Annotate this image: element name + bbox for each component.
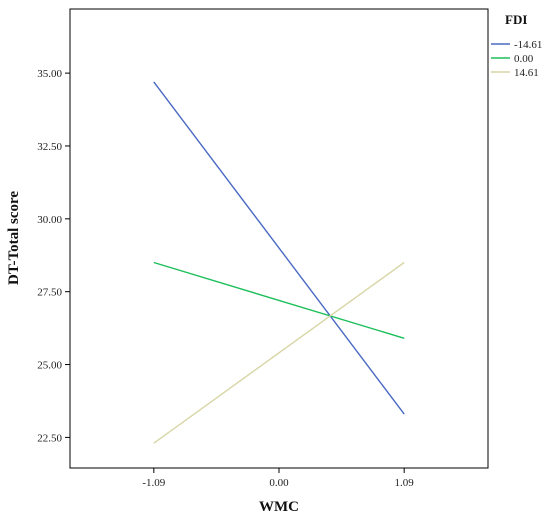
series-line-0 <box>153 81 405 415</box>
legend: FDI -14.61 0.00 14.61 <box>491 12 542 79</box>
x-axis: -1.09 0.00 1.09 <box>142 468 414 489</box>
x-tick-label: 1.09 <box>395 477 415 489</box>
y-axis-title: DT-Total score <box>6 191 22 285</box>
x-tick-label: -1.09 <box>142 477 165 489</box>
series-lines <box>153 81 405 444</box>
legend-entry-label: -14.61 <box>514 39 542 51</box>
series-line-2 <box>153 261 405 444</box>
y-tick-label: 32.50 <box>37 141 62 153</box>
y-tick-label: 35.00 <box>37 68 62 80</box>
series-line-1 <box>153 261 405 339</box>
y-tick-label: 30.00 <box>37 214 62 226</box>
y-axis: 22.50 25.00 27.50 30.00 32.50 35.00 <box>37 68 70 444</box>
y-tick-label: 27.50 <box>37 287 62 299</box>
x-tick-label: 0.00 <box>269 477 289 489</box>
legend-entry-label: 14.61 <box>514 67 539 79</box>
legend-entry-label: 0.00 <box>514 53 534 65</box>
plot-area-frame <box>69 8 489 469</box>
legend-title: FDI <box>505 12 527 27</box>
y-tick-label: 22.50 <box>37 432 62 444</box>
x-axis-title: WMC <box>259 499 299 515</box>
y-tick-label: 25.00 <box>37 360 62 372</box>
